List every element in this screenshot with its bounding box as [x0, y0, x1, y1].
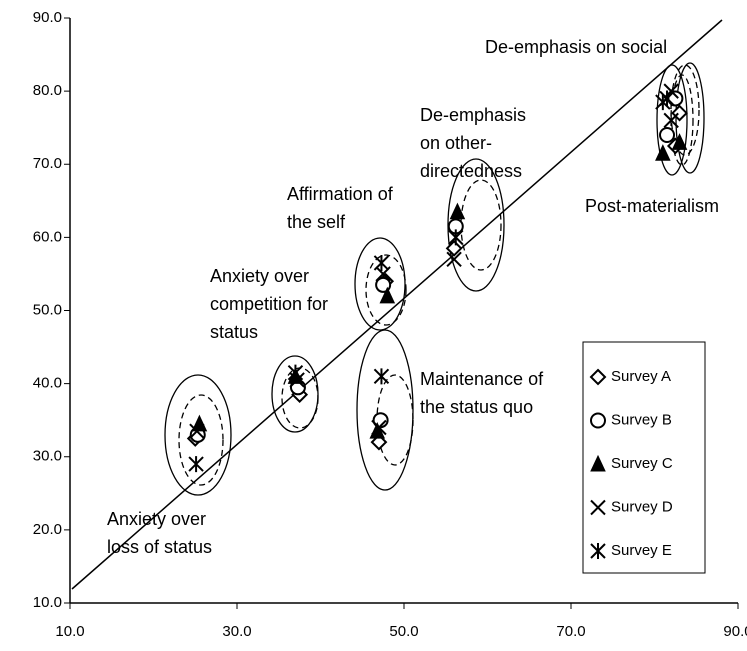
marker: [659, 127, 676, 143]
ellipse: [675, 62, 705, 174]
ellipse: [670, 74, 694, 166]
marker: [191, 414, 208, 432]
marker: [189, 423, 205, 439]
y-tick-label: 20.0: [33, 521, 62, 538]
legend-marker: [589, 368, 607, 386]
annotation: competition for: [210, 294, 328, 314]
marker: [671, 133, 688, 150]
legend-label: Survey A: [611, 368, 671, 385]
marker: [448, 229, 464, 246]
annotation: loss of status: [107, 537, 212, 557]
marker: [445, 239, 463, 257]
annotation: on other-: [420, 133, 492, 153]
annotation: the status quo: [420, 397, 533, 417]
ellipse: [354, 237, 406, 331]
marker: [446, 251, 462, 268]
annotation: Maintenance of: [420, 369, 544, 389]
trend-line: [71, 19, 723, 590]
marker: [655, 94, 671, 111]
annotation: Anxiety over: [210, 266, 309, 286]
legend-label: Survey B: [611, 411, 672, 428]
y-tick-label: 10.0: [33, 594, 62, 611]
ellipse: [656, 64, 688, 176]
y-tick-label: 40.0: [33, 375, 62, 392]
x-tick-label: 90.0: [723, 623, 747, 640]
y-tick-label: 70.0: [33, 155, 62, 172]
marker: [449, 202, 466, 220]
x-tick-label: 30.0: [222, 623, 251, 640]
legend-marker: [590, 412, 606, 429]
ellipse: [365, 254, 407, 326]
x-tick-label: 10.0: [55, 623, 84, 640]
marker: [663, 112, 679, 129]
annotation: Post-materialism: [585, 196, 719, 216]
legend-label: Survey E: [611, 542, 672, 559]
y-tick-label: 30.0: [33, 448, 62, 465]
marker: [667, 90, 684, 107]
annotation: the self: [287, 212, 346, 232]
legend-box: [582, 341, 706, 574]
y-tick-label: 80.0: [33, 82, 62, 99]
ellipse: [271, 355, 319, 433]
ellipse: [178, 394, 224, 486]
annotation: status: [210, 322, 258, 342]
annotation: Affirmation of: [287, 184, 394, 204]
ellipse: [164, 374, 232, 496]
y-tick-label: 50.0: [33, 301, 62, 318]
marker: [287, 364, 304, 381]
ellipse: [670, 64, 700, 156]
y-tick-label: 60.0: [33, 228, 62, 245]
annotation: De-emphasis on social: [485, 37, 667, 57]
annotation: directedness: [420, 161, 522, 181]
annotation: De-emphasis: [420, 105, 526, 125]
marker: [373, 254, 390, 271]
x-tick-label: 50.0: [389, 623, 418, 640]
legend-label: Survey D: [611, 498, 673, 515]
y-tick-label: 90.0: [33, 9, 62, 26]
x-tick-label: 70.0: [556, 623, 585, 640]
marker: [655, 144, 671, 161]
legend-marker: [590, 499, 606, 516]
legend-marker: [590, 454, 606, 472]
annotation: Anxiety over: [107, 509, 206, 529]
ellipse: [460, 179, 502, 271]
ellipses: [164, 62, 705, 496]
marker: [373, 368, 390, 385]
ellipse: [356, 329, 414, 491]
marker: [379, 286, 396, 304]
marker: [188, 456, 204, 473]
legend-label: Survey C: [611, 455, 673, 472]
marker: [671, 104, 688, 122]
marker: [371, 419, 387, 436]
legend-marker: [590, 543, 606, 559]
